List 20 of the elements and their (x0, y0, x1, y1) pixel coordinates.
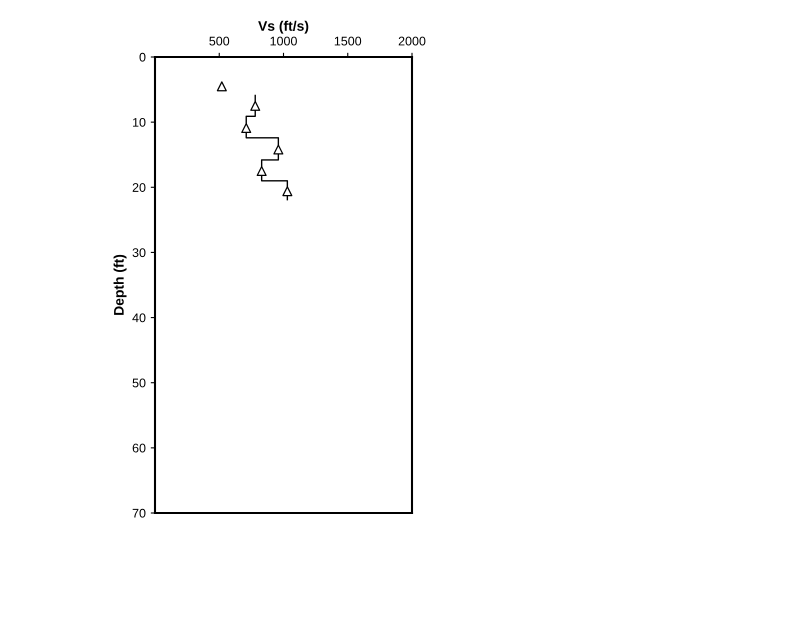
point (256, 166, 267, 176)
y-tick-label: 30 (132, 248, 146, 258)
point (273, 144, 284, 155)
point (241, 122, 252, 134)
point (250, 100, 260, 111)
y-tick-label: 40 (132, 313, 146, 322)
y-axis-title: Depth (ft) (114, 254, 127, 315)
point (216, 81, 227, 92)
y-tick-label: 70 (132, 508, 146, 518)
x-tick-label: 1000 (270, 36, 297, 46)
x-tick-label: 500 (209, 36, 230, 46)
x-tick-label: 1500 (334, 36, 362, 46)
point (282, 186, 292, 196)
y-tick-label: 20 (132, 183, 146, 192)
y-tick-label: 10 (133, 118, 146, 127)
x-axis-title: Vs (ft/s) (258, 20, 308, 34)
x-tick-label: 2000 (398, 36, 426, 46)
y-tick-label: 0 (140, 52, 146, 62)
y-tick-label: 50 (132, 378, 146, 388)
y-tick-label: 60 (132, 444, 146, 453)
